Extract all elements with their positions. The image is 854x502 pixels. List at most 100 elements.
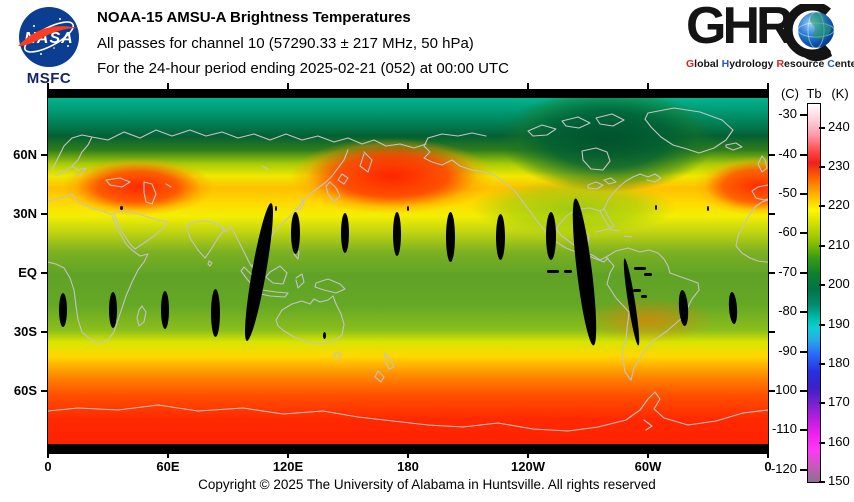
orbit-gap-mark <box>655 204 657 210</box>
lat-tick-left <box>41 390 48 392</box>
lon-label: 60E <box>156 459 180 474</box>
colorbar-k-label: 160 <box>828 434 850 449</box>
colorbar-c-label: -60 <box>778 224 797 239</box>
orbit-gap-mark <box>644 272 652 276</box>
colorbar-c-tick <box>800 429 807 431</box>
orbit-gap-mark <box>275 205 277 211</box>
colorbar-k-label: 210 <box>828 237 850 252</box>
lon-label: 120E <box>272 459 304 474</box>
lon-tick-top <box>47 83 49 90</box>
lon-tick-bottom <box>527 453 529 458</box>
lat-tick-right <box>768 213 775 215</box>
ghrc-tagline-part: G <box>686 58 695 70</box>
orbit-gap-mark <box>445 212 455 262</box>
subtitle-channel: All passes for channel 10 (57290.33 ± 21… <box>97 35 474 52</box>
ghrc-tagline-part: R <box>776 58 785 70</box>
colorbar-c-label: -120 <box>770 461 797 476</box>
lat-label: 60S <box>13 383 37 398</box>
ghrc-tagline-part: enter <box>834 58 854 70</box>
lat-tick-right <box>768 331 775 333</box>
colorbar-c-label: -80 <box>778 303 797 318</box>
colorbar-k-label: 230 <box>828 158 850 173</box>
colorbar-k-label: 150 <box>828 473 850 488</box>
orbit-gap-mark <box>59 293 67 327</box>
lat-tick-right <box>768 272 775 274</box>
lat-tick-left <box>41 272 48 274</box>
no-data-polar-strip-north <box>48 90 768 98</box>
temperature-field <box>48 90 768 453</box>
colorbar-c-label: -110 <box>771 421 797 436</box>
lon-label: 60W <box>634 459 662 474</box>
orbit-gap-mark <box>322 331 326 339</box>
colorbar-c-tick <box>800 272 807 274</box>
colorbar <box>807 103 821 483</box>
ghrc-tagline-part: ydrology <box>729 58 777 70</box>
orbit-gap-mark <box>633 288 641 292</box>
colorbar-c-label: -100 <box>770 382 797 397</box>
colorbar-k-tick <box>819 205 825 207</box>
nasa-msfc-label: MSFC <box>26 70 72 87</box>
colorbar-k-label: 170 <box>828 394 850 409</box>
ghrc-tagline: Global Hydrology Resource Center <box>686 58 854 70</box>
lat-label: 60N <box>13 147 37 162</box>
ghrc-logo: GHR Global Hydrology Resource C <box>686 0 854 82</box>
page-title: NOAA-15 AMSU-A Brightness Temperatures <box>97 9 411 26</box>
colorbar-c-tick <box>800 193 807 195</box>
coastlines-overlay <box>48 107 768 432</box>
orbit-gap-mark <box>341 213 349 253</box>
colorbar-k-tick <box>819 127 825 129</box>
colorbar-c-tick <box>800 469 807 471</box>
lon-tick-top <box>767 83 769 90</box>
colorbar-k-tick <box>819 166 825 168</box>
colorbar-quantity: Tb <box>806 86 822 101</box>
copyright-text: Copyright © 2025 The University of Alaba… <box>198 477 656 492</box>
orbit-gap-mark <box>119 206 123 210</box>
colorbar-k-tick <box>819 245 825 247</box>
colorbar-c-label: -40 <box>778 146 797 161</box>
ghrc-tagline-part: H <box>721 58 730 70</box>
lat-label: EQ <box>18 265 37 280</box>
lon-tick-bottom <box>47 453 49 458</box>
ghrc-tagline-part: esource <box>784 58 828 70</box>
orbit-gap-mark <box>546 212 556 260</box>
lon-tick-top <box>287 83 289 90</box>
lat-tick-left <box>41 154 48 156</box>
colorbar-unit-c: (C) <box>780 86 800 101</box>
colorbar-k-label: 180 <box>828 355 850 370</box>
colorbar-c-label: -70 <box>778 264 797 279</box>
colorbar-k-label: 200 <box>828 276 850 291</box>
lat-tick-right <box>768 390 775 392</box>
colorbar-k-tick <box>819 442 825 444</box>
ghrc-globe-icon <box>783 4 835 62</box>
ghrc-wordmark: GHR <box>686 0 794 55</box>
colorbar-c-label: -90 <box>778 343 797 358</box>
nasa-meatball-icon: NASA <box>18 7 79 67</box>
lon-tick-bottom <box>407 453 409 458</box>
colorbar-k-tick <box>819 481 825 483</box>
lon-tick-top <box>527 83 529 90</box>
lon-label: 0 <box>44 459 52 474</box>
lon-tick-top <box>407 83 409 90</box>
colorbar-k-tick <box>819 324 825 326</box>
colorbar-c-label: -50 <box>778 185 797 200</box>
ghrc-tagline-part: lobal <box>694 58 722 70</box>
subtitle-period: For the 24-hour period ending 2025-02-21… <box>97 60 509 77</box>
orbit-gap-mark <box>161 291 169 329</box>
orbit-gap-mark <box>634 266 646 270</box>
lon-tick-bottom <box>167 453 169 458</box>
orbit-gap-mark <box>564 269 572 273</box>
no-data-polar-strip-south <box>48 444 768 453</box>
orbit-gap-mark <box>495 214 505 260</box>
colorbar-c-tick <box>800 232 807 234</box>
orbit-gap-mark <box>109 292 117 328</box>
colorbar-k-tick <box>819 402 825 404</box>
lon-tick-top <box>167 83 169 90</box>
orbit-gap-mark <box>290 212 300 254</box>
nasa-logo: NASA MSFC <box>16 6 82 87</box>
map-plot: 60N 30N EQ 30S 60S 0 60E 120E 180 120W 60W 0 <box>13 83 775 474</box>
lon-tick-top <box>647 83 649 90</box>
lon-tick-bottom <box>767 453 769 458</box>
orbit-gap-mark <box>210 289 220 337</box>
colorbar-k-label: 190 <box>828 316 850 331</box>
